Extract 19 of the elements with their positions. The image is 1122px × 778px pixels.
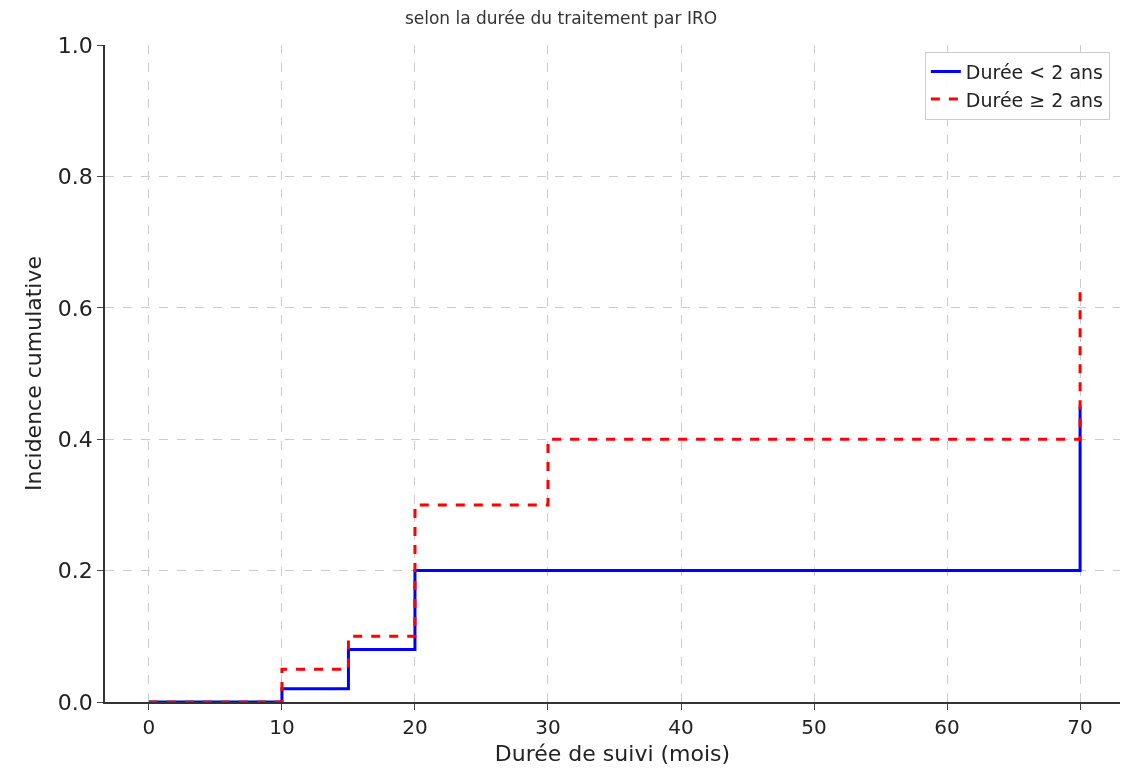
x-tick-label: 50 [801,714,827,739]
legend-label: Durée ≥ 2 ans [965,88,1104,111]
x-tick-label: 0 [142,714,156,739]
y-tick-label: 1.0 [57,32,93,58]
y-tick-label: 0.0 [57,689,93,715]
y-tick-label: 0.8 [57,164,93,190]
chart-title: selon la durée du traitement par IRO [404,7,718,28]
y-tick-label: 0.6 [57,295,93,321]
x-tick-label: 10 [269,714,295,739]
legend-label: Durée < 2 ans [965,60,1104,83]
x-tick-label: 30 [535,714,561,739]
x-tick-label: 20 [402,714,428,739]
y-axis-title: Incidence cumulative [21,255,47,492]
x-tick-label: 70 [1067,714,1093,739]
y-tick-label: 0.2 [57,558,93,584]
x-tick-label: 40 [668,714,694,739]
x-axis-title: Durée de suivi (mois) [494,741,731,767]
y-tick-label: 0.4 [57,426,93,452]
x-tick-label: 60 [934,714,960,739]
